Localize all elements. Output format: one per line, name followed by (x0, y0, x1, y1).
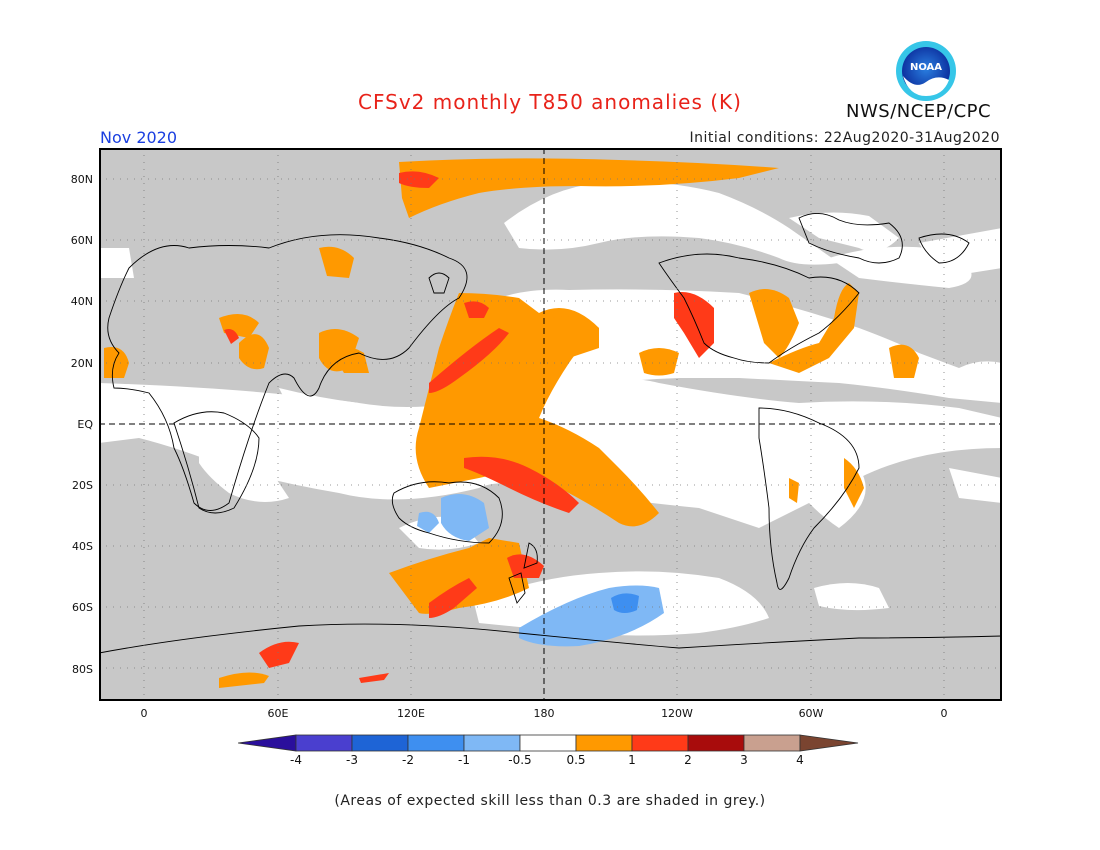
neutral-regions (99, 181, 1002, 636)
colorbar-label: -1 (458, 753, 470, 767)
lat-label: 80S (72, 663, 93, 676)
anomaly-map (99, 148, 1002, 701)
map-frame (99, 148, 1002, 701)
lon-label: 0 (940, 707, 948, 720)
colorbar-label: 2 (684, 753, 692, 767)
colorbar-label: -4 (290, 753, 302, 767)
initial-conditions-label: Initial conditions: 22Aug2020-31Aug2020 (689, 130, 1000, 146)
colorbar-cell (743, 734, 801, 752)
colorbar-label: 1 (628, 753, 636, 767)
lon-label: 180 (533, 707, 555, 720)
map-title: CFSv2 monthly T850 anomalies (K) (358, 90, 742, 114)
colorbar-cell (238, 734, 297, 752)
noaa-logo-text: NOAA (910, 62, 942, 73)
colorbar-cell (295, 734, 353, 752)
colorbar-label: -0.5 (508, 753, 532, 767)
colorbar (238, 734, 859, 752)
colorbar-cell (407, 734, 465, 752)
lat-label: 20S (72, 479, 93, 492)
organization-label: NWS/NCEP/CPC (846, 101, 992, 122)
colorbar-cell (631, 734, 689, 752)
strong-warm-anomaly-regions (224, 171, 714, 683)
colorbar-cell (687, 734, 745, 752)
lat-label: EQ (77, 418, 93, 431)
lat-label: 80N (70, 173, 93, 186)
colorbar-cell (463, 734, 521, 752)
lon-label: 120W (661, 707, 693, 720)
lat-label: 20N (70, 357, 93, 370)
lon-label: 120E (397, 707, 425, 720)
colorbar-label: 3 (740, 753, 748, 767)
colorbar-cell (519, 734, 577, 752)
equator-dateline (99, 148, 1002, 701)
colorbar-label: -3 (346, 753, 358, 767)
lat-label: 40N (70, 295, 93, 308)
colorbar-label: 4 (796, 753, 804, 767)
lat-label: 60N (70, 234, 93, 247)
valid-month-label: Nov 2020 (100, 128, 178, 147)
colorbar-cell (351, 734, 409, 752)
lon-label: 0 (140, 707, 148, 720)
colorbar-label: 0.5 (566, 753, 586, 767)
noaa-logo: NOAA (896, 41, 956, 101)
colorbar-cell (799, 734, 859, 752)
cool-anomaly-medium-regions (611, 593, 639, 613)
lon-label: 60W (798, 707, 824, 720)
colorbar-cell (575, 734, 633, 752)
lon-label: 60E (267, 707, 289, 720)
coastlines (99, 213, 1002, 654)
colorbar-label: -2 (402, 753, 414, 767)
footnote: (Areas of expected skill less than 0.3 a… (334, 793, 766, 809)
lat-label: 60S (72, 601, 93, 614)
lat-label: 40S (72, 540, 93, 553)
